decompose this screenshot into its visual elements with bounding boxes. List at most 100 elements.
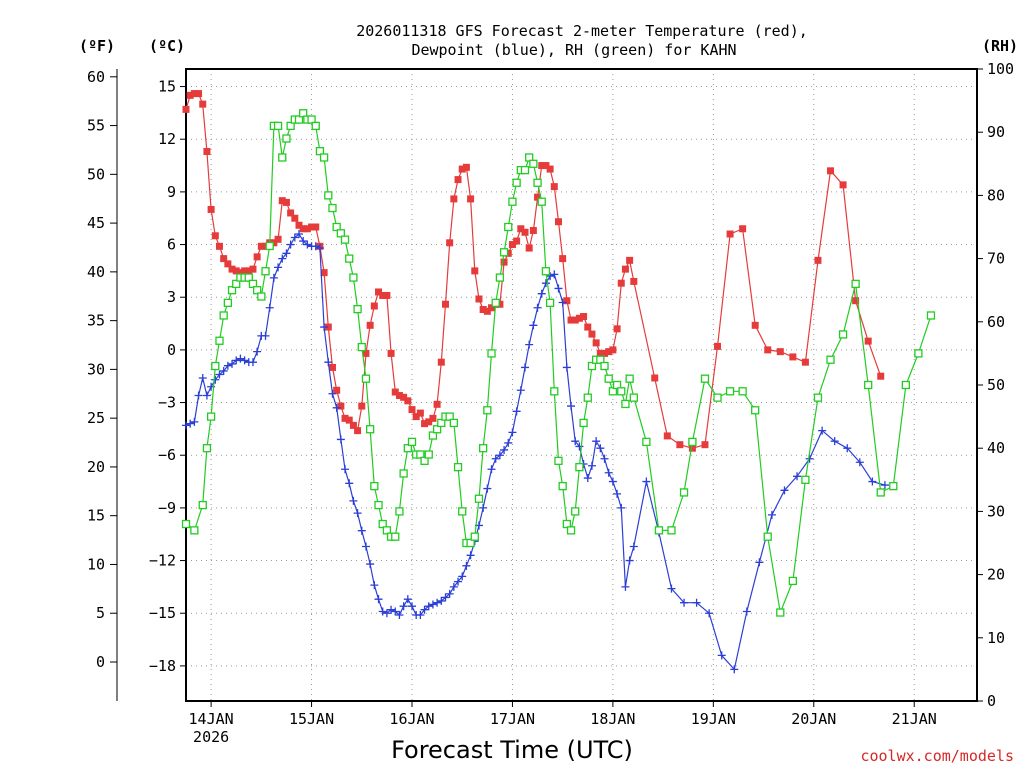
dewpoint-point [349,496,358,505]
dewpoint-point [537,289,546,298]
dewpoint-line [185,233,886,671]
rh-point [512,178,521,187]
dewpoint-point [608,477,617,486]
dewpoint-point [596,444,605,453]
temperature-point [571,316,579,324]
dewpoint-point [320,323,329,332]
rh-point [914,349,923,358]
dewpoint-point [604,468,613,477]
rh-point [445,412,454,421]
dewpoint-point [311,242,320,251]
dewpoint-point [755,558,764,567]
fahrenheit-tick-label: 0 [96,653,105,671]
rh-point [227,286,237,295]
temperature-point [617,279,625,287]
rh-point [483,406,492,415]
dewpoint-point [525,340,534,349]
rh-point [416,450,425,459]
dewpoint-point [558,298,567,307]
temperature-point [546,165,554,173]
rh-point [642,437,651,447]
temperature-point [538,162,546,170]
temperature-point [211,232,219,240]
temperature-point [291,214,299,222]
rh-point [612,380,622,390]
rh-point [826,355,835,364]
temperature-point [529,227,537,235]
temperature-point [601,349,609,357]
rh-point [428,431,438,440]
temperature-point [408,406,416,414]
rh-point [374,500,383,510]
dewpoint-point [345,479,354,488]
dewpoint-point [613,489,622,498]
rh-point [437,418,446,428]
dewpoint-point [190,417,199,426]
temperature-point [421,420,429,428]
dewpoint-point [253,347,262,356]
temperature-point [852,297,860,305]
dewpoint-point [228,359,237,368]
dewpoint-point [202,391,211,400]
dewpoint-point [466,551,475,560]
rh-point [198,500,207,510]
dewpoint-point [575,442,584,451]
rh-point [286,121,295,131]
rh-point [219,311,228,320]
dewpoint-point [290,233,299,242]
rh-point [470,532,479,541]
dewpoint-point [236,354,245,363]
temperature-point [458,165,466,173]
temperature-point [215,242,223,250]
chart-title-line-1: 2026011318 GFS Forecast 2-meter Temperat… [356,22,808,40]
temperature-point [521,228,529,236]
dewpoint-point [391,607,400,616]
temperature-point [282,198,290,206]
temperature-point [433,400,441,408]
rh-point [487,349,496,358]
rh-point [307,115,316,124]
temperature-point [341,414,349,422]
temperature-point [190,90,198,98]
dewpoint-point [495,451,504,460]
temperature-point [425,418,433,426]
celsius-tick-label: −9 [158,499,176,517]
temperature-point [554,218,562,226]
temperature-point [621,265,629,273]
rh-point [520,165,530,175]
rh-point [315,147,325,156]
dewpoint-point [186,419,195,428]
fahrenheit-tick-label: 15 [87,507,105,525]
dewpoint-point [357,526,366,535]
rh-point [453,463,463,472]
temperature-point [676,441,684,449]
credit-label: coolwx.com/models [860,747,1014,765]
temperature-point [864,337,872,345]
time-tick-label: 19JAN [691,710,736,728]
dewpoint-point [717,651,726,660]
temperature-point [450,195,458,203]
celsius-tick-label: 3 [167,288,176,306]
temperature-point [462,163,470,171]
temperature-point [412,413,420,421]
rh-point [751,406,760,415]
dewpoint-point [194,391,203,400]
rh-point [252,286,262,295]
temperature-point [245,267,253,275]
rh-point [265,241,274,251]
temperature-point [337,402,345,410]
temperature-point [249,265,257,273]
temperature-point [877,372,885,380]
plot-frame [185,68,978,702]
rh-point [407,437,417,447]
temperature-point [207,205,215,213]
rh-point [562,519,572,529]
temperature-point [400,393,408,401]
dewpoint-point [295,230,303,239]
data-series [181,90,936,674]
dewpoint-point [399,602,408,611]
rh-point [596,355,605,364]
temperature-point [299,225,307,233]
dewpoint-point [742,607,751,616]
